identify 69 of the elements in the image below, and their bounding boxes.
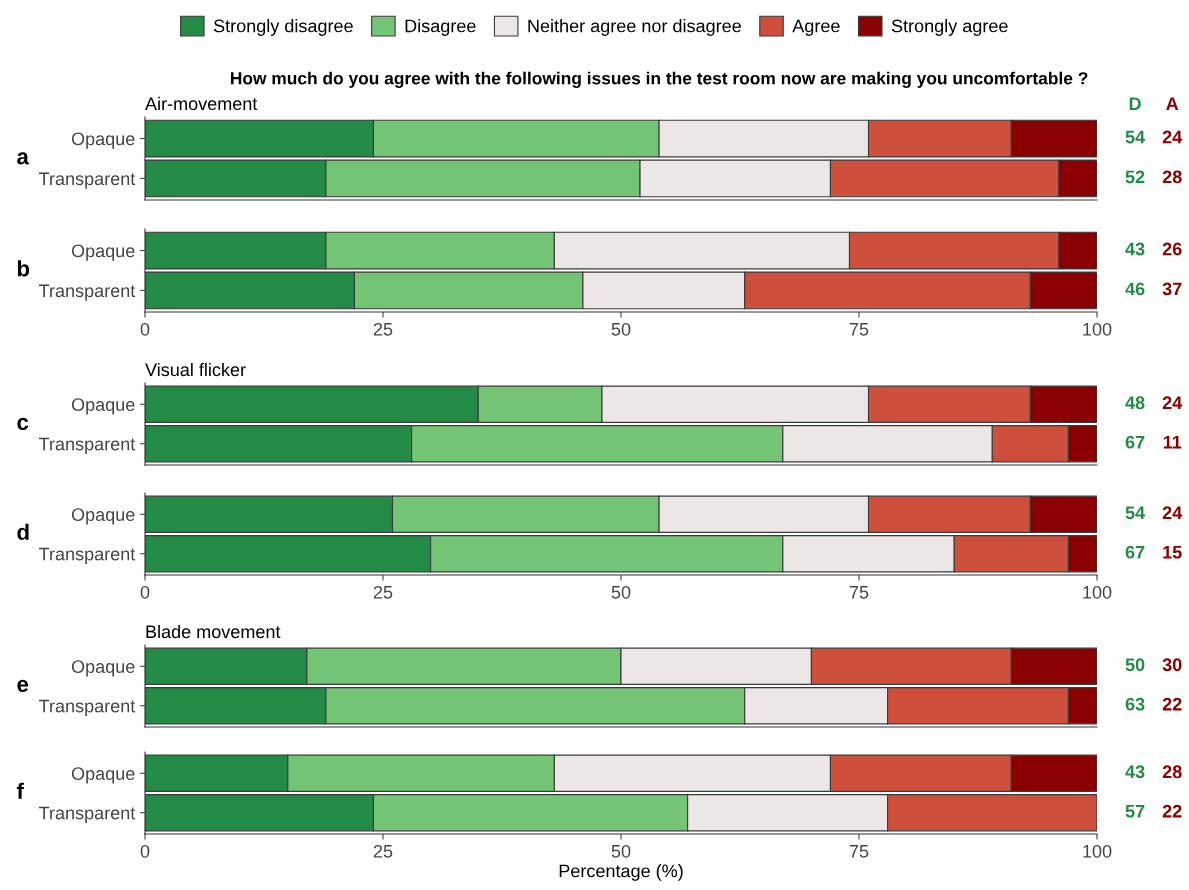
x-tick-label: 50	[611, 585, 631, 599]
text: 50	[1125, 658, 1145, 672]
text: 67	[1125, 435, 1145, 449]
text: 54	[1125, 506, 1146, 520]
x-tick-label: 25	[373, 585, 393, 599]
legend-label: Strongly disagree	[213, 19, 353, 36]
y-tick-label: Transparent	[39, 699, 136, 716]
chart-subtitle: Air-movement	[145, 96, 258, 111]
x-tick-label: 0	[140, 585, 150, 599]
text: 63	[1125, 697, 1145, 711]
text: 22	[1162, 697, 1182, 711]
text: 57	[1125, 804, 1145, 818]
y-tick-label: Transparent	[39, 437, 136, 454]
text: a	[17, 152, 29, 165]
text: 28	[1162, 765, 1182, 779]
y-tick-label: Transparent	[39, 547, 136, 564]
text: 15	[1163, 545, 1182, 559]
text: 24	[1162, 396, 1183, 409]
chart-title: Visual flicker	[145, 362, 246, 377]
legend-label: Neither agree nor disagree	[528, 19, 741, 36]
text: 28	[1162, 170, 1182, 184]
chart-title: Blade movement	[146, 624, 281, 639]
text: 24	[1162, 130, 1183, 144]
y-tick-label: Opaque	[71, 398, 135, 415]
text: 52	[1125, 170, 1145, 184]
text: 48	[1125, 396, 1145, 410]
text: b	[17, 260, 30, 277]
x-tick-label: 50	[611, 322, 631, 336]
text: 54	[1125, 130, 1146, 144]
x-tick-label: 25	[373, 322, 393, 336]
text: 22	[1162, 804, 1182, 818]
x-tick-label: 100	[1083, 844, 1112, 858]
x-tick-label: 0	[140, 322, 150, 336]
text: 24	[1162, 506, 1183, 519]
text: 67	[1125, 545, 1145, 559]
text: d	[17, 523, 29, 540]
text: 26	[1162, 242, 1182, 256]
legend-label: Strongly agree	[891, 19, 1008, 36]
x-tick-label: 100	[1083, 322, 1112, 336]
text: 43	[1125, 765, 1145, 779]
x-tick-label: 75	[849, 586, 869, 599]
text: 43	[1125, 242, 1145, 256]
x-tick-label: 50	[611, 844, 631, 858]
text: e	[17, 679, 29, 692]
text: f	[16, 782, 24, 799]
legend-label: Agree	[792, 19, 840, 36]
y-tick-label: Transparent	[39, 284, 136, 301]
text: D	[1129, 97, 1141, 110]
y-tick-label: Opaque	[71, 508, 135, 525]
text: 46	[1125, 282, 1145, 296]
text: 30	[1162, 658, 1182, 672]
text: A	[1166, 97, 1179, 110]
x-tick-label: 0	[140, 844, 150, 858]
x-tick-label: 75	[849, 323, 869, 336]
y-tick-label: Opaque	[71, 132, 135, 149]
y-tick-label: Opaque	[71, 244, 135, 261]
y-tick-label: Transparent	[39, 806, 136, 823]
legend-label: Disagree	[405, 19, 476, 36]
text: c	[17, 417, 29, 430]
x-tick-label: 25	[373, 844, 393, 858]
y-tick-label: Opaque	[71, 660, 135, 677]
chart-title: How much do you agree with the following issues in the test room now are making you uncomfortable ?	[231, 71, 1088, 88]
x-tick-label: 75	[849, 845, 869, 858]
x-tick-label: 100	[1083, 585, 1112, 599]
x-axis-title: Percentage (%)	[559, 864, 683, 881]
text: 37	[1162, 282, 1182, 296]
y-tick-label: Transparent	[39, 172, 136, 189]
text: 11	[1163, 435, 1182, 449]
y-tick-label: Opaque	[71, 767, 135, 784]
